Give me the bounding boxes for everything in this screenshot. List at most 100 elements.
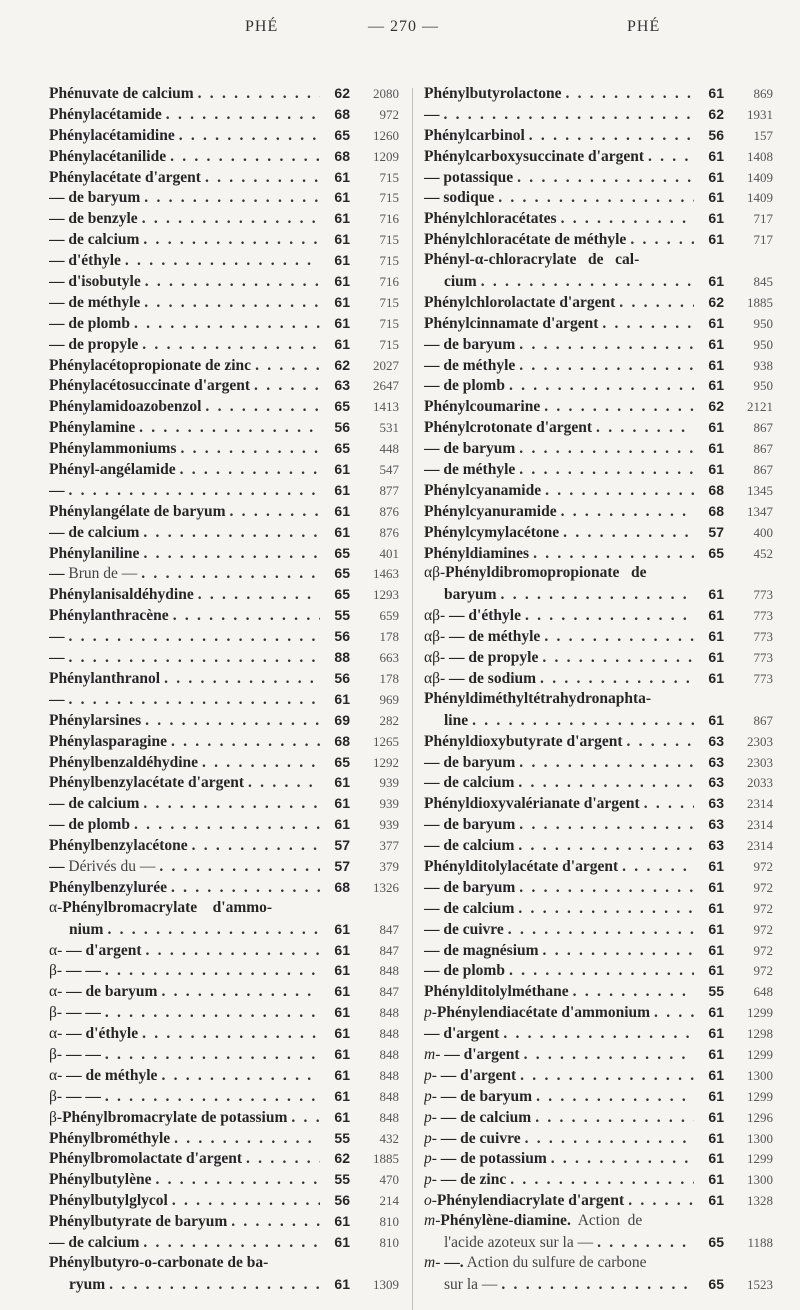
entry-text: p-Phénylendiacétate d'ammonium <box>424 1003 650 1024</box>
entry-name: Phénylchlorolactate d'argent <box>424 293 616 311</box>
entry-text: — <box>49 481 65 502</box>
entry-volume: 57 <box>708 523 724 540</box>
entry-text: Phénylacétanilide <box>49 147 166 168</box>
entry-label: Phénylbutyrolactone <box>424 84 694 105</box>
entry-text: — de calcium <box>49 230 139 251</box>
entry-text: m- — d'argent <box>424 1045 520 1066</box>
entry-page: 400 <box>753 524 774 540</box>
entry-text: nium <box>69 920 103 941</box>
entry-page: 2027 <box>373 357 399 373</box>
entry-prefix: αβ- <box>424 607 446 625</box>
entry-text: — de calcium <box>49 1233 139 1254</box>
entry-page: 1299 <box>747 1046 773 1062</box>
index-entry: Phénylbutylglycol 56 214 <box>49 1190 399 1211</box>
entry-name: — de baryum <box>62 983 158 1001</box>
entry-label: p- — de potassium <box>424 1149 694 1170</box>
entry-name: Phénylcoumarine <box>424 398 541 416</box>
entry-name: baryum <box>444 586 497 604</box>
index-entry: Phénylcarboxysuccinate d'argent 61 1408 <box>424 146 773 167</box>
entry-name: cium <box>444 273 477 291</box>
entry-page: 717 <box>753 232 774 248</box>
entry-page: 950 <box>753 336 774 352</box>
entry-volume: 63 <box>334 377 350 394</box>
entry-label: p- — de baryum <box>424 1087 694 1108</box>
entry-name: — de baryum <box>424 335 516 353</box>
index-entry: α- — d'argent 61 847 <box>49 940 399 961</box>
index-entry: Phénylbromolactate d'argent 62 1885 <box>49 1148 399 1169</box>
entry-text: — de baryum <box>424 878 515 899</box>
index-entry: Phényldiamines 65 452 <box>424 543 773 564</box>
entry-volume: 68 <box>334 732 350 749</box>
entry-label: Phénylcyanuramide <box>424 502 694 523</box>
entry-label: — Dérivés du — <box>49 857 320 878</box>
entry-volume: 61 <box>708 962 724 979</box>
entry-label: m- —. Action du sulfure de carbone <box>424 1253 773 1274</box>
entry-label: — de magnésium <box>424 941 694 962</box>
entry-volume: 61 <box>334 189 350 206</box>
index-entry: — d'argent 61 1298 <box>424 1023 773 1044</box>
entry-volume: 61 <box>708 85 724 101</box>
entry-volume: 61 <box>334 314 350 331</box>
entry-prefix: α- <box>49 983 63 1001</box>
entry-page: 950 <box>753 315 774 331</box>
index-entry: — 62 1931 <box>424 104 773 125</box>
entry-page: 2647 <box>373 378 399 394</box>
entry-text: β-Phénylbromacrylate de potassium <box>49 1108 287 1129</box>
entry-name: Phénylbenzylacétate d'argent <box>49 774 245 792</box>
index-entry: β-Phénylbromacrylate de potassium 61 848 <box>49 1107 399 1128</box>
entry-label: — de calcium <box>49 1233 320 1254</box>
entry-label: — de plomb <box>424 961 694 982</box>
entry-volume: 61 <box>708 1025 724 1042</box>
entry-page: 1300 <box>747 1067 773 1083</box>
entry-prefix: p- <box>424 1150 437 1168</box>
entry-volume: 61 <box>708 419 724 436</box>
entry-text: Phénylbenzylacétate d'argent <box>49 773 244 794</box>
index-entry: — de plomb 61 972 <box>424 960 773 981</box>
entry-label: Phénylcoumarine <box>424 397 694 418</box>
index-entry: — de benzyle 61 716 <box>49 208 399 229</box>
entry-prefix: α- <box>49 941 63 959</box>
entry-prefix: m- <box>424 1212 441 1230</box>
index-entry: Phénylasparagine 68 1265 <box>49 731 399 752</box>
entry-name: — de cuivre <box>424 920 504 938</box>
entry-name: — de cuivre <box>436 1129 521 1147</box>
entry-text: — <box>49 627 65 648</box>
entry-name: Phénylbromacrylate de potassium <box>62 1108 288 1126</box>
entry-label: m-Phénylène-diamine. Action de <box>424 1211 773 1232</box>
entry-text: — d'éthyle <box>49 251 121 272</box>
entry-page: 377 <box>379 838 400 854</box>
entry-prefix: β- <box>49 1004 63 1022</box>
entry-page: 1885 <box>373 1151 399 1167</box>
entry-page: 972 <box>753 879 774 895</box>
entry-text: — de plomb <box>424 961 505 982</box>
entry-label: β- — — <box>49 1087 320 1108</box>
entry-label: Phénylchloracétates <box>424 209 694 230</box>
entry-name: Phénylcarbinol <box>424 126 525 144</box>
entry-name: Phénylbenzylurée <box>49 878 167 896</box>
entry-page: 717 <box>753 211 774 227</box>
entry-page: 663 <box>379 650 400 666</box>
entry-text: — de propyle <box>49 335 138 356</box>
entry-name: — d'isobutyle <box>49 273 141 291</box>
entry-text: — <box>49 690 65 711</box>
entry-label: Phénylcarboxysuccinate d'argent <box>424 147 694 168</box>
entry-name: — de calcium <box>424 837 515 855</box>
entry-text: — de cuivre <box>424 920 504 941</box>
index-entry: — de calcium 61 810 <box>49 1232 399 1253</box>
entry-text: p- — de calcium <box>424 1108 531 1129</box>
index-entry: Phénylbenzylacétate d'argent 61 939 <box>49 772 399 793</box>
entry-text: — d'isobutyle <box>49 272 141 293</box>
entry-label: β- — — <box>49 961 320 982</box>
entry-label: Phényl-angélamide <box>49 460 320 481</box>
entry-text: cium <box>444 272 477 293</box>
index-entry: α-Phénylbromacrylate d'ammo- <box>49 898 399 919</box>
index-entry: Phénylcymylacétone 57 400 <box>424 522 773 543</box>
entry-label: sur la — <box>424 1275 694 1296</box>
entry-volume: 62 <box>708 293 724 310</box>
entry-text: — de baryum <box>424 335 515 356</box>
entry-label: Phénylcinnamate d'argent <box>424 314 694 335</box>
entry-text: Phénylarsines <box>49 711 141 732</box>
entry-volume: 61 <box>334 273 350 290</box>
entry-label: — <box>49 627 320 648</box>
entry-volume: 61 <box>708 168 724 185</box>
